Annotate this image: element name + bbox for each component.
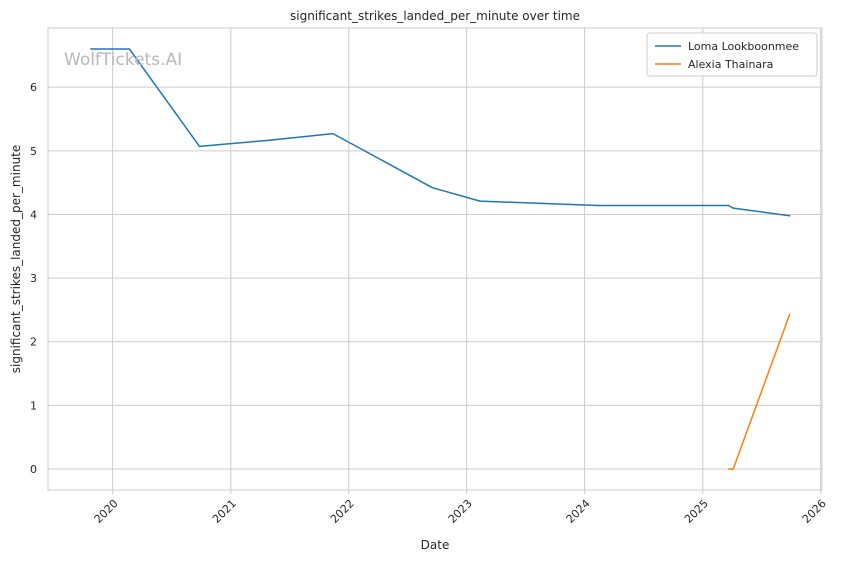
- y-tick-label: 6: [30, 81, 37, 94]
- x-tick-label: 2020: [92, 497, 121, 526]
- x-axis: 2020 2021 2022 2023 2024 2025 2026: [92, 490, 829, 526]
- plot-area: [47, 27, 823, 491]
- x-tick-label: 2026: [800, 497, 829, 526]
- chart-title: significant_strikes_landed_per_minute ov…: [290, 9, 580, 23]
- data-point: [732, 207, 734, 209]
- y-tick-label: 0: [30, 463, 37, 476]
- x-axis-title: Date: [421, 538, 450, 552]
- watermark: WolfTickets.AI: [64, 50, 182, 70]
- y-axis: 0 1 2 3 4 5 6: [30, 81, 37, 476]
- series: [90, 48, 791, 470]
- data-point: [271, 139, 273, 141]
- x-tick-label: 2021: [210, 497, 239, 526]
- data-point: [431, 186, 434, 189]
- x-tick-label: 2025: [682, 497, 711, 526]
- data-point: [479, 200, 481, 202]
- x-tick-label: 2022: [328, 497, 357, 526]
- x-tick-label: 2024: [564, 497, 593, 526]
- data-point: [128, 48, 131, 50]
- y-tick-label: 1: [30, 399, 37, 412]
- data-point: [788, 313, 791, 316]
- legend-box: [646, 32, 818, 77]
- data-point: [596, 204, 599, 207]
- data-point: [90, 48, 92, 50]
- y-tick-label: 5: [30, 145, 37, 158]
- legend-label: Loma Lookboonmee: [688, 40, 799, 53]
- x-tick-label: 2023: [446, 497, 475, 526]
- data-point: [198, 145, 201, 148]
- legend-label: Alexia Thainara: [688, 58, 773, 71]
- data-point: [727, 204, 730, 207]
- data-point: [727, 468, 730, 470]
- y-tick-label: 2: [30, 336, 37, 349]
- grid: [48, 28, 822, 490]
- y-tick-label: 4: [30, 208, 37, 221]
- data-point: [788, 214, 791, 217]
- legend: Loma Lookboonmee Alexia Thainara: [646, 32, 818, 77]
- y-axis-title: significant_strikes_landed_per_minute: [9, 145, 23, 374]
- y-tick-label: 3: [30, 272, 37, 285]
- data-point: [332, 132, 334, 135]
- series-line-1: [728, 314, 791, 470]
- data-point: [732, 468, 734, 470]
